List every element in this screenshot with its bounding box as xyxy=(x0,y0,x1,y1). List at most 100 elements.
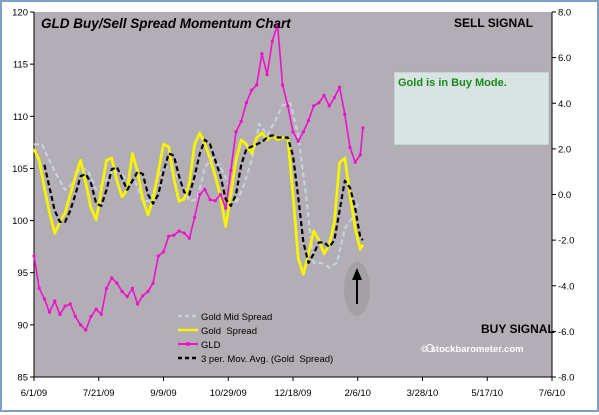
y-right-axis: -8.0 -6.0 -4.0 -2.0 0.0 2.0 4.0 6.0 8.0 xyxy=(551,8,574,384)
y-right-tick-label: -8.0 xyxy=(558,373,574,384)
x-tick-label: 2/6/10 xyxy=(345,388,371,399)
gld-point xyxy=(348,146,352,150)
legend-label-mid-spread: Gold Mid Spread xyxy=(201,312,272,323)
gld-point xyxy=(73,314,77,319)
gld-point xyxy=(172,233,176,237)
gld-point xyxy=(322,93,326,97)
y-left-tick-label: 95 xyxy=(17,268,28,279)
gld-point xyxy=(136,302,140,306)
gld-point xyxy=(177,229,181,233)
gld-point xyxy=(146,289,150,294)
x-tick-label: 3/28/10 xyxy=(407,388,439,399)
y-left-tick-label: 115 xyxy=(13,60,28,71)
gld-point xyxy=(250,88,254,92)
gld-point xyxy=(198,192,202,197)
buy-signal-arrow xyxy=(344,262,370,316)
gld-point xyxy=(104,286,109,290)
gld-point xyxy=(208,198,212,202)
legend: Gold Mid Spread Gold Spread GLD 3 per. M… xyxy=(178,312,333,365)
gld-point xyxy=(312,104,316,108)
gld-point xyxy=(265,73,269,77)
y-left-tick-label: 100 xyxy=(12,216,28,227)
x-tick-label: 10/29/09 xyxy=(210,388,247,399)
gld-point xyxy=(327,104,331,108)
gld-point xyxy=(317,101,321,105)
gld-point xyxy=(37,286,41,290)
y-right-tick-label: -2.0 xyxy=(558,236,574,247)
legend-item-mid-spread: Gold Mid Spread xyxy=(178,312,272,323)
gld-point xyxy=(47,310,52,314)
gld-point xyxy=(291,130,295,134)
gld-point xyxy=(141,294,145,298)
x-tick-label: 7/21/09 xyxy=(83,388,115,399)
x-tick-label: 5/17/10 xyxy=(471,388,503,399)
y-left-tick-label: 120 xyxy=(12,8,28,19)
gld-point xyxy=(130,286,134,290)
legend-item-gold-spread: Gold Spread xyxy=(178,326,257,337)
gld-point xyxy=(58,312,62,316)
gld-point xyxy=(125,295,129,299)
watermark-text: © stockbarometer.com xyxy=(421,344,524,355)
gld-point xyxy=(353,160,357,164)
gld-point xyxy=(361,126,365,130)
legend-label-moving-avg: 3 per. Mov. Avg. (Gold Spread) xyxy=(201,354,333,365)
gld-point xyxy=(244,101,248,105)
x-tick-label: 12/18/09 xyxy=(275,388,312,399)
gld-point xyxy=(358,153,362,157)
chart-title: GLD Buy/Sell Spread Momentum Chart xyxy=(41,16,291,31)
gld-point xyxy=(260,52,264,56)
gld-point xyxy=(270,39,274,43)
gld-point xyxy=(99,312,103,316)
gld-point xyxy=(42,297,47,301)
gld-point xyxy=(193,215,197,219)
gld-point xyxy=(156,254,160,258)
gld-point xyxy=(224,206,228,210)
moving-avg-line xyxy=(43,134,364,264)
y-left-axis: 85 90 95 100 105 110 115 120 xyxy=(12,8,35,384)
gld-point xyxy=(84,328,88,332)
x-tick-label: 9/9/09 xyxy=(150,388,176,399)
y-left-tick-label: 90 xyxy=(17,320,28,331)
gld-point xyxy=(239,119,243,124)
mode-box-text: Gold is in Buy Mode. xyxy=(398,77,507,89)
gld-point xyxy=(151,281,155,285)
gld-point xyxy=(167,234,171,238)
gld-point xyxy=(306,118,311,123)
gold-spread-line xyxy=(32,131,365,276)
gld-point xyxy=(218,192,223,197)
y-right-tick-label: 2.0 xyxy=(558,144,571,155)
gld-point xyxy=(255,83,259,87)
gld-point xyxy=(182,231,186,235)
watermark: © stockbarometer.com xyxy=(421,344,524,355)
gld-point xyxy=(115,281,119,285)
gld-point xyxy=(161,250,166,254)
gld-point xyxy=(187,236,191,240)
y-left-tick-label: 105 xyxy=(12,164,28,175)
gld-point xyxy=(338,85,342,89)
mid-spread-line xyxy=(34,102,359,269)
gld-point xyxy=(89,314,93,319)
y-right-tick-label: 6.0 xyxy=(558,53,571,64)
gld-point xyxy=(63,304,67,308)
y-right-tick-label: 0.0 xyxy=(558,190,571,201)
gld-point xyxy=(110,276,114,280)
gld-point xyxy=(275,22,280,27)
legend-label-gld: GLD xyxy=(201,340,221,351)
gld-point xyxy=(281,83,285,87)
gld-point xyxy=(229,168,233,173)
x-tick-label: 6/1/09 xyxy=(21,388,47,399)
y-right-tick-label: 8.0 xyxy=(558,8,571,19)
chart: 85 90 95 100 105 110 115 120 -8.0 -6.0 -4.0 -2.0 0.… xyxy=(12,8,574,400)
gld-point xyxy=(301,130,305,134)
sell-signal-label: SELL SIGNAL xyxy=(454,16,533,30)
gld-point xyxy=(68,302,72,306)
legend-item-gld: GLD xyxy=(178,340,221,351)
gld-point xyxy=(234,130,238,134)
gld-point xyxy=(79,323,83,327)
y-right-tick-label: -6.0 xyxy=(558,327,574,338)
gld-point xyxy=(213,199,217,203)
gld-point xyxy=(53,299,57,303)
mode-box xyxy=(393,71,550,146)
gld-point xyxy=(94,307,98,311)
